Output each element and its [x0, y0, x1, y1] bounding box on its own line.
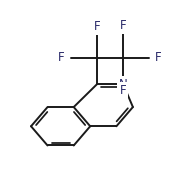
Text: F: F	[58, 51, 65, 64]
Text: F: F	[120, 19, 126, 33]
Text: F: F	[120, 83, 126, 97]
Text: N: N	[119, 78, 128, 91]
Text: F: F	[94, 20, 100, 33]
Text: F: F	[155, 51, 161, 64]
